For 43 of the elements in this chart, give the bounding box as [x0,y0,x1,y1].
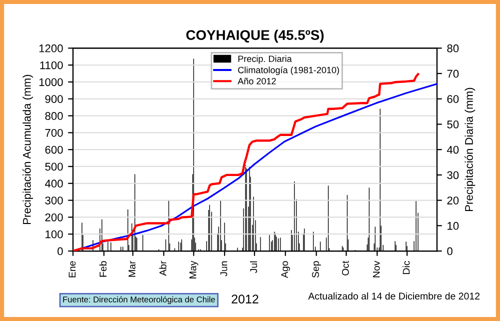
y-tick-label: 700 [45,128,63,137]
y-tick-label: 500 [45,162,63,171]
y-tick-label: 200 [45,213,63,222]
chart-title: COYHAIQUE (45.5ºS) [186,30,324,43]
x-tick-label: Oct [342,260,349,276]
y-tick-label: 100 [46,230,63,238]
y-tick-label: 900 [45,95,63,104]
legend-label: Año 2012 [238,78,276,84]
y2-axis-title: Precipitación Diaria (mm) [464,88,476,212]
x-tick-label: Jul [250,261,258,274]
x-tick-label: May [189,260,198,278]
legend-label: Climatología (1981-2010) [238,66,339,76]
y-tick-label: 1100 [40,61,63,70]
x-tick-label: Dic [402,261,410,274]
x-tick-label: Abr [159,260,166,276]
x-tick-label: Ago [281,261,290,278]
x-tick-label: Mar [128,260,136,277]
x-tick-label: Sep [312,261,321,278]
y-tick-label: 600 [45,146,63,154]
y2-tick-label: 20 [447,196,459,204]
x-tick-label: Feb [99,261,107,277]
y2-tick-label: 50 [447,120,459,128]
x-axis-title: 2012 [232,294,258,304]
y-tick-label: 1200 [39,44,63,52]
y2-tick-label: 0 [447,247,452,256]
y2-tick-label: 40 [446,146,459,154]
y-axis-title: Precipitación Acumulada (mm) [22,74,34,224]
y-tick-label: 800 [45,112,63,120]
y2-tick-label: 60 [447,95,459,104]
y2-tick-label: 30 [447,171,459,180]
x-tick-label: Ene [68,261,76,278]
y2-tick-label: 80 [447,44,459,52]
y-tick-label: 0 [58,247,63,256]
legend-label: Precip. Diaria [238,55,292,64]
y-tick-label: 300 [45,196,63,204]
y-tick-label: 1000 [39,78,63,86]
y2-tick-label: 10 [448,222,459,230]
x-tick-label: Nov [372,260,380,278]
y-tick-label: 400 [44,180,63,188]
y2-tick-label: 70 [447,70,459,78]
source-note: Fuente: Dirección Meteorológica de Chile [63,296,215,304]
text: Actualizado al 14 de Diciembre de 2012 [308,292,480,300]
x-tick-label: Jun [220,261,228,276]
